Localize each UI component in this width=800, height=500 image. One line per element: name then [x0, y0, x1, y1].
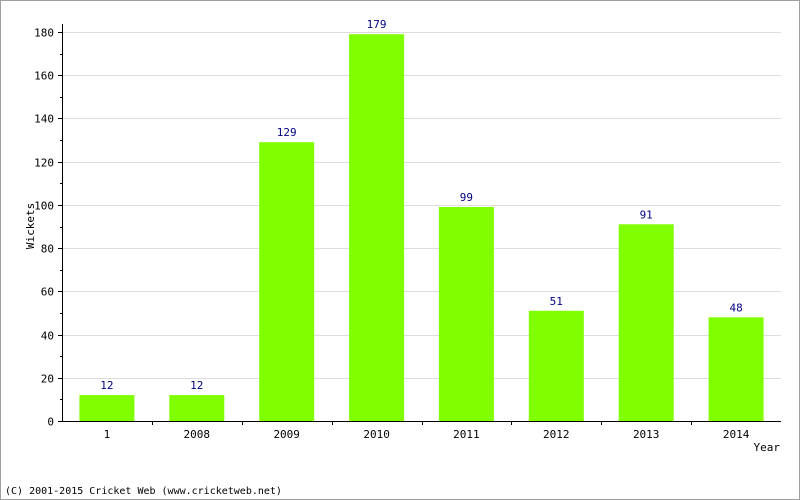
gridlines	[62, 32, 781, 379]
bar	[349, 34, 405, 421]
value-label: 91	[640, 208, 653, 221]
x-tick-label: 1	[104, 428, 111, 441]
y-tick-label: 180	[34, 27, 54, 40]
x-tick-label: 2008	[184, 428, 211, 441]
value-label: 51	[550, 295, 563, 308]
x-tick-label: 2011	[453, 428, 480, 441]
value-label: 179	[367, 18, 387, 31]
x-axis-label: Year	[754, 441, 781, 454]
bar	[79, 395, 135, 421]
y-axis-label: Wickets	[24, 203, 37, 249]
y-tick-label: 40	[41, 330, 54, 343]
x-tick-label: 2012	[543, 428, 570, 441]
y-tick-label: 160	[34, 70, 54, 83]
y-tick-label: 140	[34, 113, 54, 126]
bar	[528, 310, 584, 421]
bar	[438, 207, 494, 421]
x-tick-label: 2013	[633, 428, 660, 441]
value-label: 99	[460, 191, 473, 204]
bar	[618, 224, 674, 421]
y-tick-label: 60	[41, 286, 54, 299]
axes: 0 20 40 60 80 100 120 140 160 180 1 2008 2009 2010 201…	[34, 24, 781, 441]
copyright-footer: (C) 2001-2015 Cricket Web (www.cricketwe…	[5, 486, 282, 497]
y-tick-label: 80	[41, 243, 54, 256]
y-tick-label: 100	[34, 200, 54, 213]
value-label: 48	[729, 301, 742, 314]
x-tick-label: 2014	[723, 428, 750, 441]
bar	[259, 142, 315, 421]
x-tick-label: 2009	[273, 428, 300, 441]
y-tick-label: 120	[34, 157, 54, 170]
value-label: 12	[190, 379, 203, 392]
bar	[169, 395, 225, 421]
value-label: 12	[100, 379, 113, 392]
bar	[708, 317, 764, 421]
value-labels: 12 12 129 179 99 51 91 48	[100, 18, 742, 392]
x-tick-label: 2010	[363, 428, 390, 441]
y-tick-label: 0	[47, 416, 54, 429]
y-tick-label: 20	[41, 373, 54, 386]
bars	[79, 34, 764, 421]
value-label: 129	[277, 126, 297, 139]
